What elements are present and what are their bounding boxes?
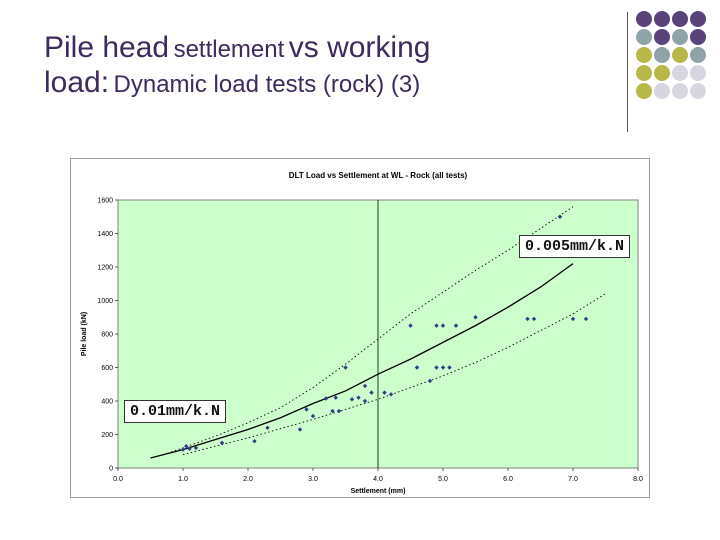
title-divider (627, 12, 628, 132)
title-part: vs working (288, 31, 431, 64)
x-tick-label: 2.0 (243, 476, 253, 483)
decor-dot (690, 65, 706, 81)
data-point (304, 407, 309, 412)
decor-dot (690, 47, 706, 63)
data-point (427, 378, 433, 384)
data-point (440, 365, 446, 370)
title-line-2: load: Dynamic load tests (rock) (3) (44, 65, 604, 100)
data-point (362, 398, 368, 404)
decor-dot (672, 47, 688, 63)
decor-dot (654, 11, 670, 27)
data-point (473, 315, 478, 320)
y-tick-label: 1000 (97, 298, 113, 305)
decor-dot (672, 65, 688, 81)
y-tick-label: 200 (101, 432, 113, 439)
data-point (434, 365, 439, 370)
data-point (310, 413, 316, 419)
trend-line (150, 263, 574, 459)
data-point (252, 439, 257, 444)
y-tick-label: 800 (101, 332, 113, 339)
x-tick-label: 4.0 (373, 476, 383, 483)
data-point (297, 427, 303, 432)
decor-dot (636, 11, 652, 27)
decor-dot (636, 47, 652, 63)
data-point (333, 395, 338, 400)
decor-dot (654, 29, 670, 45)
data-point (583, 316, 589, 322)
data-point (369, 390, 374, 395)
y-tick-label: 1600 (97, 198, 113, 205)
decor-dot (654, 65, 670, 81)
x-tick-label: 6.0 (503, 476, 513, 483)
data-point (531, 316, 537, 322)
data-point (557, 214, 563, 219)
x-tick-label: 1.0 (178, 476, 188, 483)
decor-dot (690, 83, 706, 99)
data-point (323, 396, 329, 401)
decor-dot (636, 83, 652, 99)
bound-line (163, 206, 574, 456)
data-point (414, 365, 420, 370)
x-tick-label: 8.0 (633, 476, 643, 483)
y-tick-label: 600 (101, 365, 113, 372)
data-point (219, 440, 225, 446)
data-point (570, 316, 576, 322)
data-point (349, 397, 355, 402)
load-settlement-chart: DLT Load vs Settlement at WL - Rock (all… (70, 158, 650, 498)
callout-lower-bound: 0.01mm/k.N (124, 400, 227, 423)
x-axis-label: Settlement (mm) (351, 488, 406, 495)
decor-dot (672, 29, 688, 45)
data-point (453, 323, 459, 328)
data-point (525, 316, 530, 322)
chart-title: DLT Load vs Settlement at WL - Rock (all… (289, 171, 468, 180)
y-tick-label: 1400 (97, 231, 113, 238)
data-point (356, 395, 361, 400)
callout-upper-bound: 0.005mm/k.N (519, 235, 631, 258)
title-part: Dynamic load tests (rock) (3) (113, 71, 421, 99)
y-tick-label: 0 (109, 466, 113, 473)
title-part: load: (44, 66, 110, 100)
y-tick-label: 400 (101, 399, 113, 406)
data-point (265, 425, 270, 430)
decor-dot (654, 83, 670, 99)
y-tick-label: 1200 (97, 265, 113, 272)
x-tick-label: 3.0 (308, 476, 318, 483)
data-point (434, 323, 439, 328)
data-point (447, 365, 452, 370)
x-tick-label: 0.0 (113, 476, 123, 483)
y-axis-label: Pile load (kN) (81, 312, 88, 356)
x-tick-label: 5.0 (438, 476, 448, 483)
decor-dot (636, 29, 652, 45)
title-part: Pile head (44, 31, 170, 64)
data-point (408, 323, 413, 328)
bound-line (182, 293, 606, 456)
title-part: settlement (173, 36, 285, 63)
data-point (330, 408, 335, 414)
data-point (382, 390, 387, 395)
decor-dot (690, 29, 706, 45)
decor-dot (636, 65, 652, 81)
decor-dot (672, 83, 688, 99)
decor-dot (672, 11, 688, 27)
title-line-1: Pile head settlement vs working (44, 30, 604, 65)
data-point (336, 408, 342, 414)
data-point (440, 323, 446, 328)
data-point (388, 392, 394, 397)
decorative-dot-grid (636, 11, 720, 101)
x-tick-label: 7.0 (568, 476, 578, 483)
decor-dot (654, 47, 670, 63)
decor-dot (690, 11, 706, 27)
slide-title: Pile head settlement vs working load: Dy… (44, 30, 604, 101)
data-point (362, 383, 368, 389)
data-point (343, 365, 348, 370)
